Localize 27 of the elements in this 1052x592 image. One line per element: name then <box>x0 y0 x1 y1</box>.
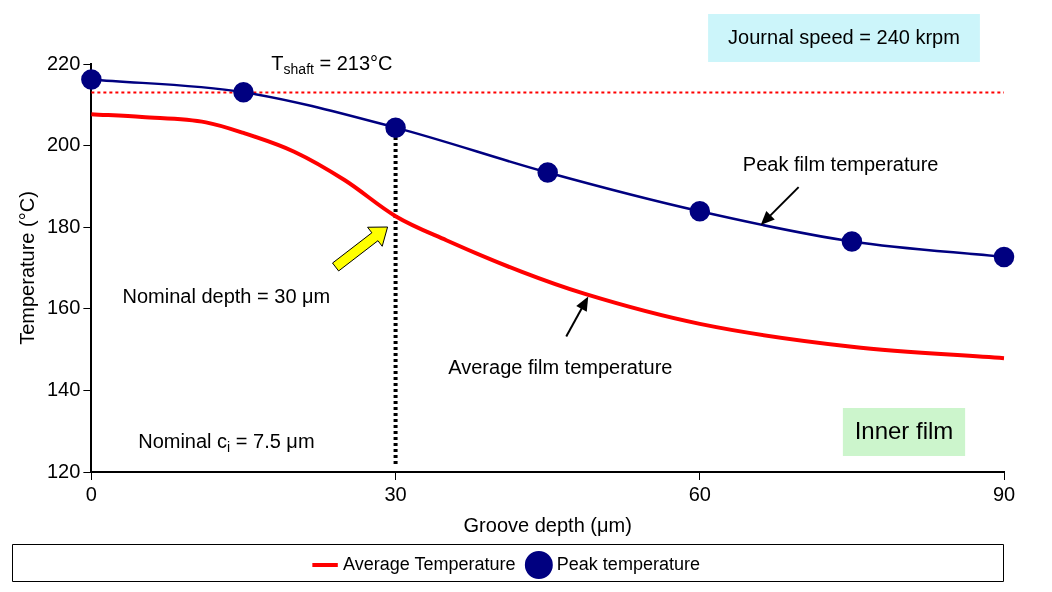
text: Journal speed = 240 krpm <box>728 25 960 48</box>
annotation: Average film temperature <box>448 356 673 379</box>
legend-label: Peak temperature <box>556 553 700 574</box>
y-tick-label: 180 <box>46 214 81 237</box>
legend-label: Average Temperature <box>343 553 516 574</box>
x-tick-label: 0 <box>85 482 97 505</box>
annotation: Nominal depth = 30 μm <box>122 284 331 307</box>
y-tick-label: 120 <box>46 459 81 482</box>
point <box>689 201 711 222</box>
point <box>233 81 254 103</box>
y-tick-label: 200 <box>46 133 81 156</box>
x-axis-title: Groove depth (μm) <box>463 513 632 536</box>
point <box>385 117 406 138</box>
line-series <box>89 112 1006 361</box>
point <box>537 162 558 183</box>
annotation: Peak film temperature <box>742 152 939 175</box>
annotation: Inner film <box>854 416 954 444</box>
point <box>81 69 102 90</box>
x-tick-label: 90 <box>992 482 1016 505</box>
point <box>993 246 1015 268</box>
y-tick-label: 140 <box>46 377 81 400</box>
y-tick-label: 220 <box>46 51 81 74</box>
x-tick-label: 60 <box>688 482 711 505</box>
y-axis-title: Temperature (°C) <box>15 191 38 345</box>
x-tick-label: 30 <box>384 482 407 505</box>
point <box>841 231 863 252</box>
y-tick-label: 160 <box>46 296 81 319</box>
